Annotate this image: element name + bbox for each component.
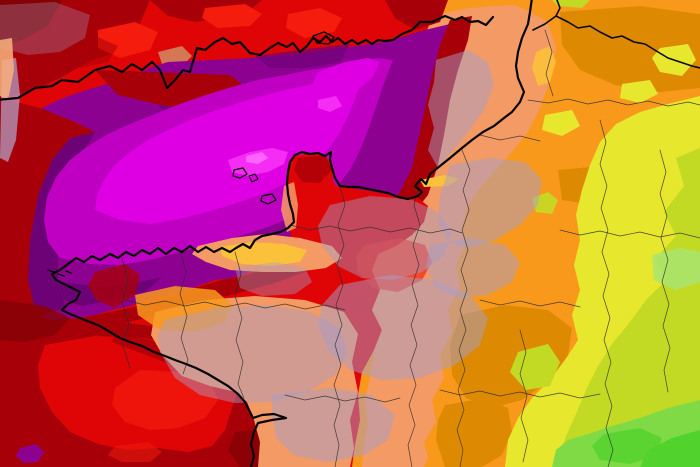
region-cloud-lavender-loire [158, 305, 348, 403]
region-brittany-orange-center [135, 286, 232, 332]
coastline-islets-ouessant [47, 269, 72, 277]
region-cloud-lavender-brittany-n [235, 262, 312, 296]
border-dept-5 [527, 98, 700, 107]
region-magenta-light-b [318, 96, 342, 112]
border-dept-12 [599, 119, 614, 467]
border-dept-7 [179, 249, 189, 375]
region-yellow-patch-b [620, 80, 658, 103]
border-dept-16 [519, 329, 529, 463]
border-dept-15 [439, 389, 601, 399]
region-purple-dot-sw [16, 444, 44, 463]
region-maroon-dark-sw-a [0, 300, 70, 342]
region-green-bright-corner [640, 430, 700, 467]
border-dept-17 [544, 29, 554, 97]
region-england-red-bright-b [202, 4, 262, 28]
region-magenta-bright-main [95, 76, 362, 224]
border-belgium-france [532, 15, 700, 69]
region-yellow-patch-c [542, 110, 580, 136]
region-yellow-green-top-sliver [552, 0, 590, 8]
region-left-edge-salmon-streak [0, 38, 14, 100]
region-calais-yellow-orange [532, 46, 556, 86]
region-magenta-bright-east [312, 58, 380, 98]
border-dept-6 [121, 257, 131, 369]
region-cloud-lavender-bottomcenter [272, 388, 395, 462]
region-magenta-lightest-core [246, 152, 268, 164]
coastline-france-coast [50, 0, 533, 467]
border-dept-2 [333, 185, 346, 467]
border-dept-4 [456, 149, 471, 467]
region-england-red-bright-c [286, 8, 342, 38]
coastline-island-guernsey [232, 167, 248, 179]
region-cloud-lavender-center [426, 238, 520, 298]
border-dept-11 [559, 229, 700, 239]
region-purple-dark-northrim [255, 44, 350, 68]
border-dept-14 [479, 299, 581, 308]
border-dept-13 [659, 149, 671, 393]
region-green-pale-right [652, 248, 700, 290]
region-england-maroon-mottle [60, 36, 118, 68]
region-cloud-lavender-maine [318, 275, 488, 380]
coastline-isle-of-wight [312, 31, 335, 45]
border-dept-9 [124, 299, 346, 311]
region-yellow-green-patch-sw [510, 344, 560, 390]
region-cotentin-maroon [294, 155, 332, 183]
region-green-mid-blobs [592, 428, 662, 464]
region-cloud-lavender-england [0, 2, 90, 55]
border-dept-10 [284, 394, 401, 403]
region-sw-red-bright [112, 370, 218, 430]
coastline-island-sark [248, 173, 259, 183]
border-dept-3 [289, 224, 463, 234]
coastline-england-south-coast [0, 14, 495, 101]
region-cloud-lavender-normandy [318, 196, 452, 280]
region-brittany-maroon-west [88, 264, 140, 308]
border-dept-8 [234, 251, 245, 399]
region-dark-orange-bottom [436, 398, 512, 467]
region-cloud-lavender-picardy [438, 158, 542, 248]
region-msm-bay-yellow-orange [220, 242, 307, 266]
border-dept-18 [479, 134, 541, 142]
region-normandy-land-red [287, 153, 428, 268]
border-belgium-north [555, 0, 561, 17]
region-england-maroon-dark-corner [0, 0, 62, 46]
region-cloud-lavender-calais [428, 50, 494, 168]
region-red-bottom-patch [108, 442, 162, 462]
border-dept-1 [407, 185, 421, 467]
coastline-island-jersey [260, 193, 277, 205]
region-yellow-green-main [558, 148, 700, 467]
region-england-tan-patch [158, 46, 192, 66]
